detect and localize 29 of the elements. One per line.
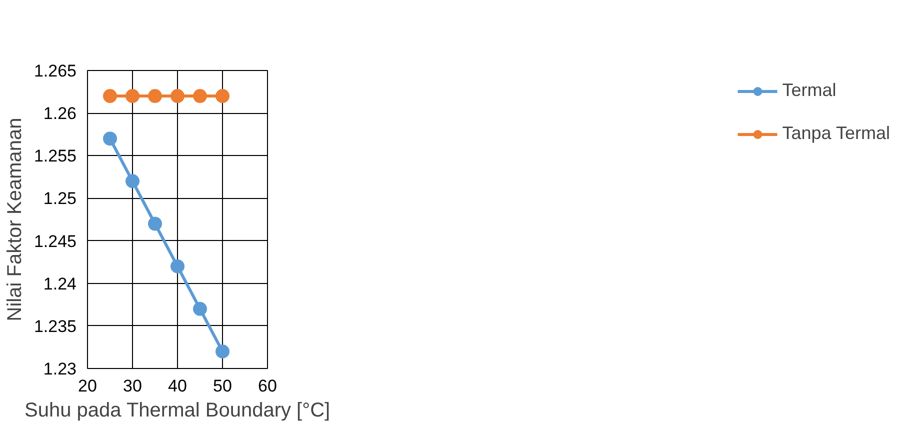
y-tick-label: 1.255 (34, 146, 77, 166)
point (103, 89, 117, 104)
point (126, 89, 140, 104)
point (170, 259, 184, 274)
y-tick-label: 1.24 (43, 274, 77, 294)
y-tick-label: 1.245 (34, 232, 77, 251)
y-tick-label: 1.23 (43, 360, 77, 378)
point (216, 89, 230, 104)
x-tick-label: 40 (168, 376, 187, 396)
y-tick-label: 1.26 (43, 104, 77, 124)
x-axis-title: Suhu pada Thermal Boundary [°C] (24, 400, 330, 422)
point (170, 89, 184, 104)
legend-label: Termal (782, 80, 836, 101)
legend-label: Tanpa Termal (782, 123, 890, 144)
point (148, 216, 162, 231)
x-tick-label: 60 (258, 376, 277, 396)
y-axis-title: Nilai Faktor Keamanan (4, 118, 26, 322)
x-tick-label: 50 (213, 376, 232, 396)
x-tick-label: 20 (78, 376, 97, 396)
x-tick-label: 30 (123, 376, 142, 396)
point (193, 302, 207, 316)
point (103, 132, 117, 146)
point (216, 344, 230, 358)
y-tick-label: 1.265 (34, 62, 77, 80)
point (148, 89, 162, 104)
y-tick-label: 1.235 (34, 316, 77, 336)
point (193, 89, 207, 104)
y-tick-label: 1.25 (43, 189, 77, 208)
point (126, 174, 140, 188)
